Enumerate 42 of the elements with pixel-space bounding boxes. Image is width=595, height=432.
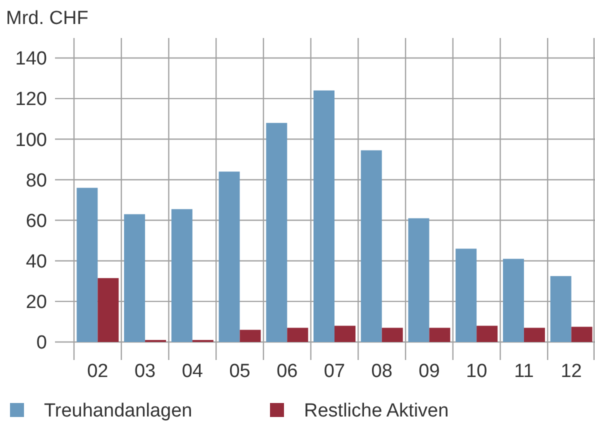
bar xyxy=(98,278,119,342)
x-tick-label: 08 xyxy=(371,361,392,382)
x-tick-label: 05 xyxy=(229,361,250,382)
bar xyxy=(408,218,430,342)
bar xyxy=(124,214,146,342)
bar xyxy=(360,150,382,342)
legend-label: Restliche Aktiven xyxy=(304,400,449,422)
y-tick-label: 100 xyxy=(15,130,47,151)
bar xyxy=(287,328,308,342)
bar xyxy=(382,328,403,342)
y-axis-title: Mrd. CHF xyxy=(6,8,88,29)
bar xyxy=(502,258,524,342)
bar xyxy=(571,326,592,342)
x-tick-label: 07 xyxy=(324,361,346,382)
x-tick-label: 03 xyxy=(134,361,156,382)
bar xyxy=(266,122,288,342)
bar xyxy=(429,328,450,342)
x-tick-label: 11 xyxy=(514,361,534,382)
bar xyxy=(76,188,98,342)
x-tick-label: 06 xyxy=(276,361,298,382)
bar xyxy=(476,326,498,342)
bar xyxy=(550,276,572,342)
bar xyxy=(456,248,477,342)
y-tick-label: 140 xyxy=(15,48,47,70)
bar xyxy=(218,172,240,342)
y-tick-label: 0 xyxy=(36,332,47,354)
x-tick-label: 09 xyxy=(418,361,440,382)
x-tick-label: 02 xyxy=(87,361,108,382)
x-tick-label: 04 xyxy=(182,361,204,382)
bar xyxy=(171,209,192,342)
y-tick-label: 40 xyxy=(26,252,47,273)
y-tick-label: 60 xyxy=(26,210,47,232)
legend-label: Treuhandanlagen xyxy=(44,400,192,422)
y-tick-label: 80 xyxy=(26,170,47,192)
bar xyxy=(334,326,356,342)
bar xyxy=(314,90,334,342)
bar xyxy=(524,328,545,342)
x-tick-label: 12 xyxy=(560,361,582,382)
y-tick-label: 120 xyxy=(15,89,47,110)
y-tick-label: 20 xyxy=(26,292,47,314)
bar xyxy=(240,330,261,342)
x-tick-label: 10 xyxy=(466,361,488,382)
